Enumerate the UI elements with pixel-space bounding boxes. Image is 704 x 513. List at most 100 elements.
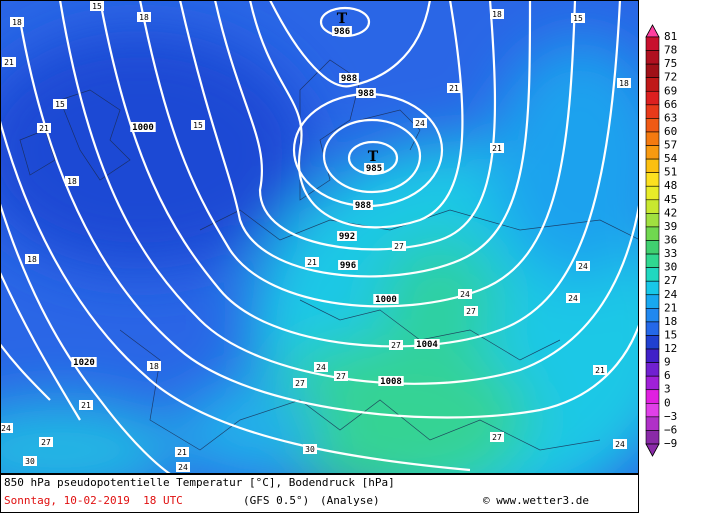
colorbar-label: 81	[664, 30, 677, 43]
temperature-label-box	[314, 362, 328, 372]
colorbar-label: 30	[664, 261, 677, 274]
colorbar-segment	[645, 402, 660, 418]
colorbar: 8178757269666360575451484542393633302724…	[645, 24, 678, 457]
colorbar-segment	[645, 362, 660, 377]
temperature-label: 27	[492, 433, 502, 442]
isobar-label: 996	[340, 261, 356, 271]
temperature-label-box	[23, 456, 37, 466]
temperature-label-box	[25, 254, 39, 264]
colorbar-arrow-bottom	[645, 443, 660, 457]
temperature-label-box	[53, 99, 67, 109]
low-marker: T	[368, 149, 379, 165]
temperature-label: 15	[193, 121, 203, 130]
temperature-label-box	[10, 17, 24, 27]
temperature-label-box	[137, 12, 151, 22]
temperature-label: 18	[139, 13, 149, 22]
temperature-label: 21	[307, 258, 317, 267]
temperature-label-box	[576, 261, 590, 271]
colorbar-label: 39	[664, 220, 677, 233]
temperature-label-box	[490, 9, 504, 19]
colorbar-segment	[645, 280, 660, 296]
temperature-label-box	[458, 289, 472, 299]
colorbar-label: 60	[664, 125, 677, 138]
isobar-label-box	[364, 163, 384, 173]
colorbar-segment	[645, 226, 660, 241]
isobar-label-box	[130, 122, 156, 132]
footer-model: (GFS 0.5°)	[243, 494, 309, 507]
temperature-label: 27	[295, 379, 305, 388]
temperature-label-box	[593, 365, 607, 375]
footer-mode: (Analyse)	[320, 494, 380, 507]
isobar-label: 1008	[380, 377, 402, 387]
colorbar-segment	[645, 348, 660, 363]
isobar-label: 985	[366, 164, 382, 174]
colorbar-label: 63	[664, 111, 677, 124]
temperature-label: 15	[92, 2, 102, 11]
colorbar-label: 66	[664, 98, 677, 111]
colorbar-label: 9	[664, 356, 671, 369]
colorbar-label: 33	[664, 247, 677, 260]
temperature-label-box	[305, 257, 319, 267]
temperature-label-box	[334, 371, 348, 381]
colorbar-segment	[645, 430, 660, 445]
temperature-label-box	[464, 306, 478, 316]
colorbar-label: 12	[664, 342, 677, 355]
colorbar-label: 75	[664, 57, 677, 70]
isobar-label-box	[338, 260, 358, 270]
temperature-label: 18	[619, 79, 629, 88]
colorbar-segment	[645, 375, 660, 391]
map-frame	[0, 0, 639, 474]
isobar-label: 988	[358, 89, 374, 99]
temperature-label: 21	[177, 448, 187, 457]
temperature-label-box	[490, 432, 504, 442]
isobar-label-box	[339, 73, 359, 83]
temperature-label-box	[1, 423, 13, 433]
colorbar-segment	[645, 118, 660, 133]
temperature-label: 21	[4, 58, 14, 67]
isobar-label-box	[337, 231, 357, 241]
temperature-label: 24	[1, 424, 11, 433]
temperature-label: 27	[466, 307, 476, 316]
isobar-label-box	[71, 357, 97, 367]
footer-date: Sonntag, 10-02-2019 18 UTC	[4, 494, 183, 507]
temperature-label: 24	[178, 463, 188, 472]
colorbar-segment	[645, 36, 660, 51]
colorbar-label: 42	[664, 206, 677, 219]
isobar-label: 1020	[73, 358, 95, 368]
colorbar-segment	[645, 335, 660, 350]
colorbar-label: 69	[664, 84, 677, 97]
temperature-label-box	[617, 78, 631, 88]
colorbar-segment	[645, 416, 660, 431]
temperature-label-box	[176, 462, 190, 472]
temperature-label: 24	[316, 363, 326, 372]
temperature-label: 27	[394, 242, 404, 251]
isobar-label: 1000	[132, 123, 154, 133]
temperature-label-box	[389, 340, 403, 350]
colorbar-segment	[645, 294, 660, 309]
isobar-label-box	[353, 200, 373, 210]
colorbar-segment	[645, 90, 660, 106]
temperature-label-box	[392, 241, 406, 251]
temperature-label-box	[147, 361, 161, 371]
colorbar-segment	[645, 253, 660, 268]
coastlines	[19, 59, 638, 451]
isobar-label-box	[414, 339, 440, 349]
colorbar-label: 36	[664, 234, 677, 247]
isobar-label: 992	[339, 232, 355, 242]
temperature-label-box	[191, 120, 205, 130]
temperature-label-box	[566, 293, 580, 303]
temperature-label-box	[79, 400, 93, 410]
temperature-label: 18	[67, 177, 77, 186]
low-marker: T	[337, 11, 348, 27]
colorbar-segment	[645, 185, 660, 201]
colorbar-segment	[645, 321, 660, 336]
colorbar-label: −3	[664, 410, 677, 423]
temperature-label: 15	[55, 100, 65, 109]
temperature-label-box	[447, 83, 461, 93]
temperature-label: 18	[27, 255, 37, 264]
temperature-label-box	[90, 1, 104, 11]
temperature-label-box	[303, 444, 317, 454]
colorbar-segment	[645, 131, 660, 146]
colorbar-segment	[645, 172, 660, 187]
